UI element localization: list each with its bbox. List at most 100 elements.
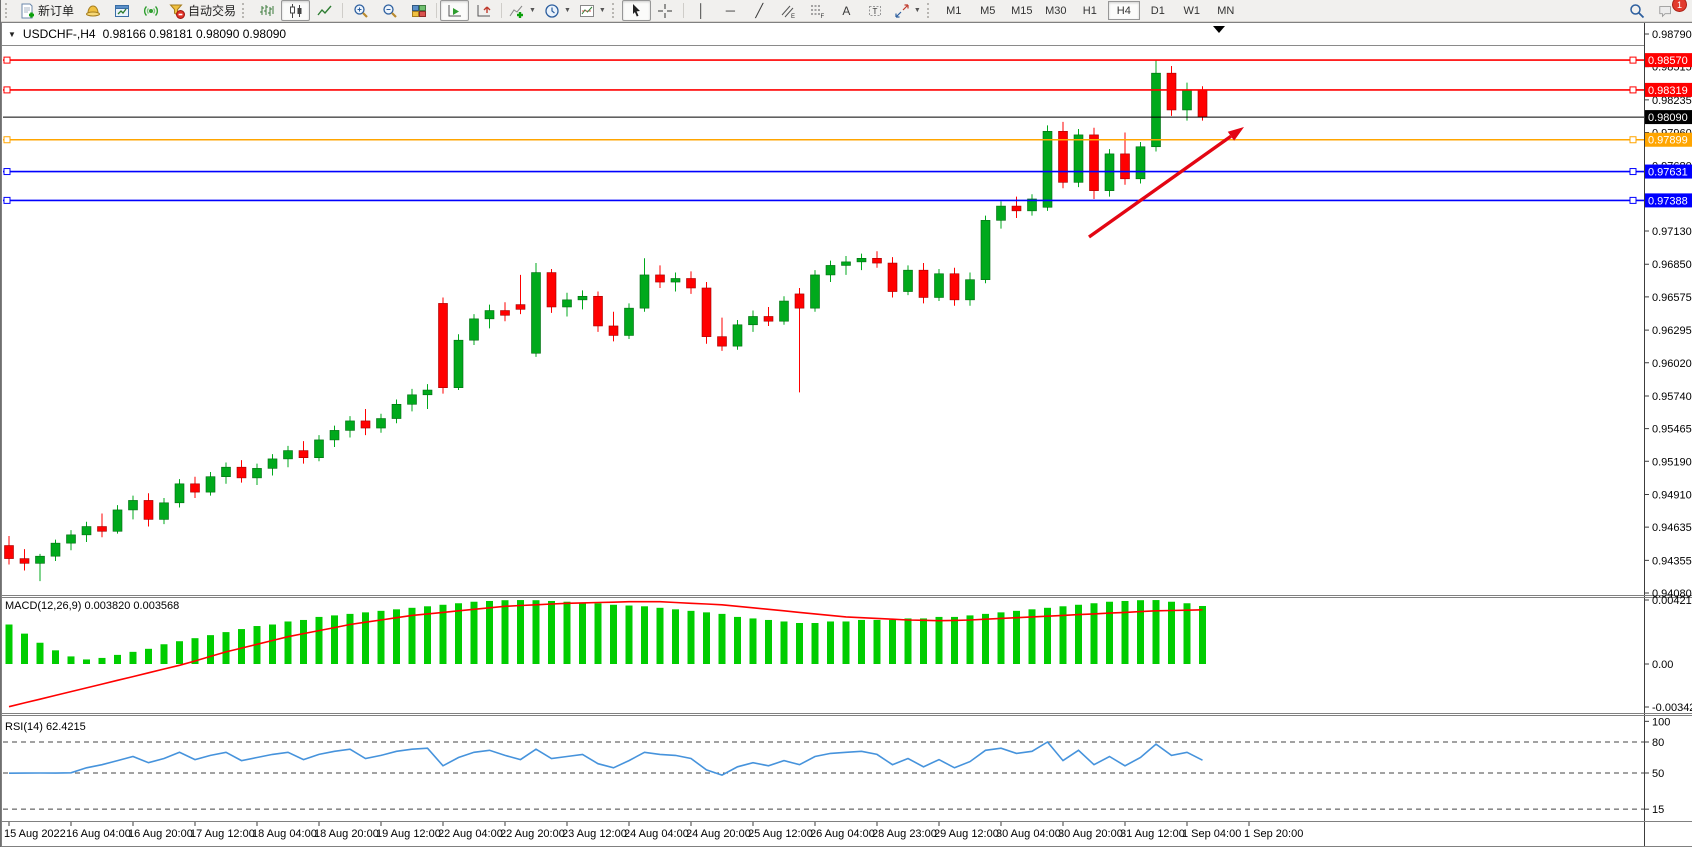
vertical-line-tool-button[interactable]: │	[687, 0, 716, 21]
search-button[interactable]	[1622, 0, 1651, 21]
tile-windows-button[interactable]	[404, 0, 433, 21]
chart-shift-button[interactable]	[469, 0, 498, 21]
axis-label: 0.98090	[1648, 112, 1688, 124]
bar-chart-button[interactable]	[252, 0, 281, 21]
axis-label: 30 Aug 04:00	[996, 828, 1061, 840]
axis-label: 15 Aug 2022	[4, 828, 66, 840]
axis-label: -0.003423	[1652, 702, 1692, 714]
rsi-label: RSI(14) 62.4215	[5, 721, 86, 733]
axis-label: 26 Aug 04:00	[810, 828, 875, 840]
macd-panel[interactable]: MACD(12,26,9) 0.003820 0.003568 0.004214 0…	[5, 595, 1692, 714]
timeframe-h1-button[interactable]: H1	[1082, 4, 1097, 17]
toolbar-grip[interactable]	[926, 3, 933, 18]
axis-label: 15	[1652, 804, 1664, 816]
templates-button[interactable]: ▼	[575, 0, 610, 21]
arrows-tool-button[interactable]: ▼	[890, 0, 925, 21]
toolbar-separator	[501, 3, 503, 18]
crosshair-tool-button[interactable]	[651, 0, 680, 21]
profile-button[interactable]	[78, 0, 107, 21]
shapes-arrows-icon	[895, 3, 909, 18]
fibonacci-icon: F	[811, 5, 825, 19]
timeframe-h4-button[interactable]: H4	[1107, 1, 1140, 20]
axis-label: 0.98570	[1648, 55, 1688, 67]
timeframe-mn-button[interactable]: MN	[1217, 4, 1235, 17]
new-order-button[interactable]: 新订单	[15, 0, 78, 21]
axis-label: 24 Aug 20:00	[686, 828, 751, 840]
auto-trading-label: 自动交易	[188, 4, 237, 18]
notifications-button[interactable]: 1	[1651, 0, 1687, 21]
indicators-button[interactable]: ▼	[505, 0, 540, 21]
axis-label: 1 Sep 20:00	[1244, 828, 1303, 840]
text-label-tool-button[interactable]: T	[861, 0, 890, 21]
toolbar-grip[interactable]	[242, 3, 248, 18]
indicators-icon	[509, 5, 524, 18]
macd-signal-line	[8, 600, 1203, 708]
line-chart-icon	[316, 5, 332, 15]
zoom-out-button[interactable]	[375, 0, 404, 21]
axis-label: 0.94910	[1652, 489, 1692, 501]
line-chart-button[interactable]	[310, 0, 339, 21]
trend-arrow-annotation[interactable]	[1088, 127, 1244, 239]
axis-label: 0.98319	[1648, 85, 1688, 97]
candlestick-chart-button[interactable]	[281, 0, 311, 21]
new-order-icon	[21, 3, 34, 18]
axis-label: 17 Aug 12:00	[190, 828, 255, 840]
svg-text:T: T	[873, 7, 878, 16]
text-tool-button[interactable]: A	[832, 0, 861, 21]
timeframe-m15-button[interactable]: M15	[1011, 4, 1033, 17]
horizontal-line-tool-button[interactable]: ─	[716, 0, 745, 21]
auto-trading-button[interactable]: 自动交易	[165, 0, 240, 21]
axis-label: 80	[1652, 737, 1664, 749]
search-icon	[1629, 3, 1644, 18]
collapse-panel-icon[interactable]: ▼	[8, 29, 16, 39]
axis-label: 0.97631	[1648, 167, 1688, 179]
toolbar-separator	[342, 3, 344, 18]
axis-label: 0.95465	[1652, 424, 1692, 436]
zoom-in-button[interactable]	[346, 0, 375, 21]
fibonacci-tool-button[interactable]: F	[803, 0, 832, 21]
timeframe-m5-button[interactable]: M5	[980, 4, 996, 17]
equidistant-channel-tool-button[interactable]: E	[774, 0, 803, 21]
toolbar-grip[interactable]	[611, 3, 618, 18]
axis-label: 1 Sep 04:00	[1182, 828, 1241, 840]
axis-label: 23 Aug 12:00	[562, 828, 627, 840]
timeframe-m1-button[interactable]: M1	[946, 4, 962, 17]
price-level-lines[interactable]: 0.98570 0.98319 0.98090 0.97899 0.97631 0.973…	[3, 53, 1692, 208]
cursor-tool-button[interactable]	[621, 0, 651, 21]
trendline-tool-button[interactable]: ╱	[745, 0, 774, 21]
chart-shift-marker-icon[interactable]	[1213, 26, 1225, 33]
axis-label: 0.97899	[1648, 135, 1688, 147]
axis-label: 18 Aug 20:00	[314, 828, 379, 840]
signals-button[interactable]	[136, 0, 165, 21]
toolbar-grip[interactable]	[5, 3, 11, 18]
axis-label: 22 Aug 04:00	[438, 828, 503, 840]
axis-label: 0.94355	[1652, 555, 1692, 567]
rsi-panel[interactable]: RSI(14) 62.4215 100 80 50 15	[3, 716, 1670, 816]
timeframe-d1-button[interactable]: D1	[1150, 4, 1165, 17]
equidistant-channel-icon: E	[781, 5, 795, 19]
toolbar-separator	[682, 3, 684, 18]
rsi-line	[8, 740, 1203, 776]
periods-button[interactable]: ▼	[540, 0, 575, 21]
timeframe-w1-button[interactable]: W1	[1183, 4, 1201, 17]
market-watch-button[interactable]	[107, 0, 136, 21]
axis-label: 0.96020	[1652, 358, 1692, 370]
axis-label: 0.96850	[1652, 259, 1692, 271]
auto-scroll-button[interactable]	[440, 0, 470, 21]
text-label-icon: T	[869, 5, 882, 16]
axis-label: 0.94635	[1652, 522, 1692, 534]
chart-shift-icon	[477, 4, 491, 16]
candlesticks[interactable]	[4, 60, 1208, 582]
axis-label: 25 Aug 12:00	[748, 828, 813, 840]
axis-label: 0.94080	[1652, 588, 1692, 600]
axis-label: 0.004214	[1652, 595, 1692, 607]
timeframe-m30-button[interactable]: M30	[1045, 4, 1067, 17]
axis-label: 19 Aug 12:00	[376, 828, 441, 840]
new-order-label: 新订单	[38, 4, 75, 18]
broadcast-signal-icon	[143, 5, 158, 16]
axis-label: 0.00	[1652, 659, 1673, 671]
ohlc-bars-icon	[259, 4, 274, 16]
